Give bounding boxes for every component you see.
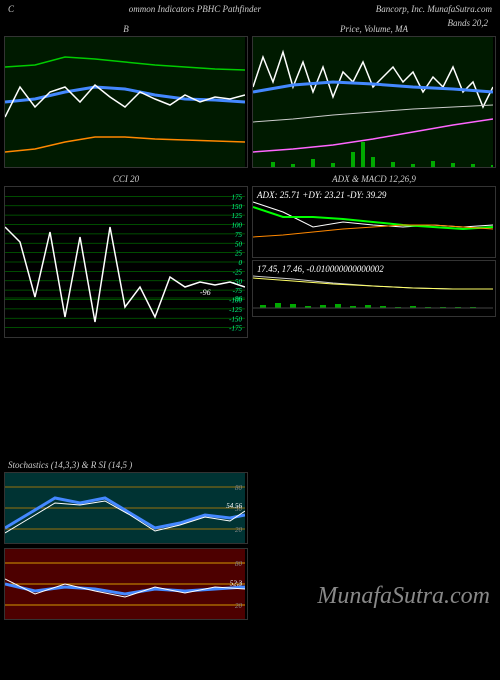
svg-text:-75: -75 [233,287,243,295]
svg-text:50: 50 [235,240,243,248]
adx-col: ADX & MACD 12,26,9 ADX: 25.71 +DY: 23.21… [252,172,496,338]
svg-text:25: 25 [235,250,243,258]
adx-title: ADX & MACD 12,26,9 [252,172,496,186]
svg-text:20: 20 [235,526,243,534]
svg-text:20: 20 [235,602,243,610]
svg-text:80: 80 [235,560,243,568]
bottom-col: 80502054.56 80502052.3 [0,472,252,620]
watermark: MunafaSutra.com [317,583,490,610]
page-header: C ommon Indicators PBHC Pathfinder Banco… [0,0,500,18]
hdr-right: Bancorp, Inc. MunafaSutra.com [376,4,492,14]
hdr-center: ommon Indicators PBHC Pathfinder [129,4,261,14]
svg-text:125: 125 [232,212,243,220]
panel-b [4,36,248,168]
chart-rsi: 80502052.3 [5,549,245,619]
svg-text:ADX: 25.71 +DY: 23.21 -DY: 39.: ADX: 25.71 +DY: 23.21 -DY: 39.29 [256,190,387,200]
svg-text:-125: -125 [229,306,242,314]
panel-rsi: 80502052.3 [4,548,248,620]
svg-text:-25: -25 [233,268,243,276]
cci-title: CCI 20 [4,172,248,186]
svg-text:-100: -100 [229,297,242,305]
panel-cci: 1751501251007550250-25-50-75-96-100-125-… [4,186,248,338]
col-right: Price, Volume, MA [252,22,496,168]
stoch-title: Stochastics (14,3,3) & R SI (14,5 ) [0,458,500,472]
panel-b-title: B [4,22,248,36]
panel-stoch: 80502054.56 [4,472,248,544]
svg-text:-150: -150 [229,315,242,323]
chart-price-b [5,37,245,167]
chart-adx: ADX: 25.71 +DY: 23.21 -DY: 39.29 [253,187,493,257]
svg-text:175: 175 [232,193,243,201]
svg-text:100: 100 [232,222,243,230]
mid-row: CCI 20 1751501251007550250-25-50-75-96-1… [0,172,500,338]
chart-stoch: 80502054.56 [5,473,245,543]
chart-macd: 17.45, 17.46, -0.010000000000002 [253,261,493,316]
bands-label: Bands 20,2 [448,18,497,28]
svg-text:17.45, 17.46, -0.0100000000000: 17.45, 17.46, -0.010000000000002 [257,264,384,274]
panel-adx: ADX: 25.71 +DY: 23.21 -DY: 39.29 [252,186,496,258]
panel-macd: 17.45, 17.46, -0.010000000000002 [252,260,496,317]
svg-text:54.56: 54.56 [226,502,242,510]
col-left: B [4,22,248,168]
panel-ma [252,36,496,168]
chart-price-ma [253,37,493,167]
svg-text:-96: -96 [200,288,211,297]
svg-text:80: 80 [235,484,243,492]
top-grid: B Price, Volume, MA [0,18,500,172]
chart-cci: 1751501251007550250-25-50-75-96-100-125-… [5,187,245,337]
spacer [0,338,500,458]
svg-text:150: 150 [232,203,243,211]
svg-text:0: 0 [239,259,243,267]
hdr-left: C [8,4,14,14]
cci-col: CCI 20 1751501251007550250-25-50-75-96-1… [4,172,248,338]
svg-text:-175: -175 [229,325,242,333]
svg-text:75: 75 [235,231,243,239]
